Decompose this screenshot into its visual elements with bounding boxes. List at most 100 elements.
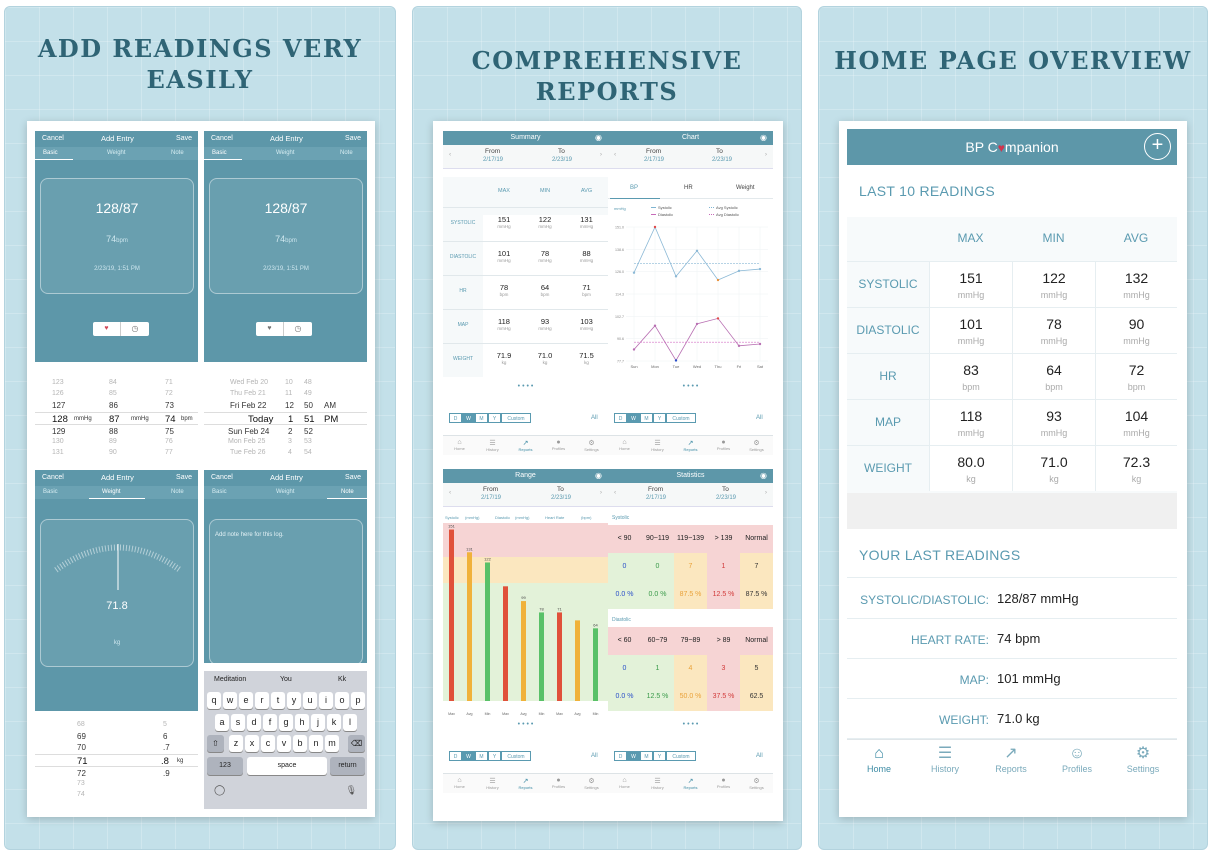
heart-icon[interactable]: ♥ bbox=[93, 322, 121, 336]
home-tab-reports[interactable]: ↗ Reports bbox=[981, 744, 1041, 774]
segment-weight[interactable]: Weight bbox=[107, 150, 126, 156]
key-q[interactable]: q bbox=[207, 692, 221, 709]
key-l[interactable]: l bbox=[343, 714, 357, 731]
home-tab-profiles[interactable]: ☺ Profiles bbox=[1047, 744, 1107, 774]
home-tab-history[interactable]: ☰ History bbox=[915, 744, 975, 774]
save-button[interactable]: Save bbox=[345, 474, 361, 481]
camera-icon[interactable]: ◉ bbox=[760, 471, 767, 480]
add-entry-button[interactable]: + bbox=[1144, 133, 1171, 160]
period-custom-button[interactable]: Custom bbox=[666, 751, 696, 761]
suggestion-2[interactable]: You bbox=[280, 676, 292, 683]
from-date[interactable]: 2/17/19 bbox=[644, 157, 665, 163]
home-tab-home[interactable]: ⌂ Home bbox=[849, 744, 909, 774]
key-w[interactable]: w bbox=[223, 692, 237, 709]
segment-basic[interactable]: Basic bbox=[43, 150, 58, 156]
weight-picker[interactable]: 68 5 69 6 70.7 71 .8 kg 72.9 73 74 bbox=[35, 721, 198, 799]
bp-value-picker[interactable]: 123 84 71 126 85 72 127 86 73 128 mmHg 87 mmHg… bbox=[35, 379, 198, 457]
date-time-picker[interactable]: Wed Feb 20 10 48 Thu Feb 21 11 49 Fri Feb 22… bbox=[204, 379, 367, 457]
key-n[interactable]: n bbox=[309, 735, 323, 752]
key-e[interactable]: e bbox=[239, 692, 253, 709]
tab-history[interactable]: ☰ History bbox=[476, 439, 509, 452]
summary-date-range[interactable]: ‹ From 2/17/19 To 2/23/19 › bbox=[443, 145, 608, 169]
period-m-button[interactable]: M bbox=[475, 751, 488, 761]
segment-basic[interactable]: Basic bbox=[212, 489, 227, 495]
period-custom-button[interactable]: Custom bbox=[501, 413, 531, 423]
segment-weight[interactable]: Weight bbox=[276, 489, 295, 495]
key-y[interactable]: y bbox=[287, 692, 301, 709]
to-date[interactable]: 2/23/19 bbox=[716, 495, 737, 501]
segment-basic[interactable]: Basic bbox=[212, 150, 227, 156]
period-d-button[interactable]: D bbox=[449, 413, 462, 423]
clock-icon[interactable]: ◷ bbox=[294, 324, 302, 333]
tab-reports[interactable]: ↗ Reports bbox=[674, 439, 707, 452]
to-date[interactable]: 2/23/19 bbox=[552, 157, 573, 163]
to-date[interactable]: 2/23/19 bbox=[551, 495, 572, 501]
next-icon[interactable]: › bbox=[599, 151, 602, 158]
globe-icon[interactable]: ◯ bbox=[214, 785, 226, 796]
key-m[interactable]: m bbox=[325, 735, 339, 752]
period-m-button[interactable]: M bbox=[640, 751, 653, 761]
note-textarea[interactable]: Add note here for this log. bbox=[209, 519, 363, 665]
period-y-button[interactable]: Y bbox=[488, 751, 501, 761]
tab-hr[interactable]: HR bbox=[684, 185, 693, 191]
tab-history[interactable]: ☰ History bbox=[641, 439, 674, 452]
key-r[interactable]: r bbox=[255, 692, 269, 709]
tab-history[interactable]: ☰ History bbox=[641, 777, 674, 790]
period-custom-button[interactable]: Custom bbox=[501, 751, 531, 761]
period-d-button[interactable]: D bbox=[614, 413, 627, 423]
numbers-key[interactable]: 123 bbox=[207, 757, 243, 775]
tab-home[interactable]: ⌂ Home bbox=[443, 439, 476, 451]
period-w-button[interactable]: W bbox=[627, 413, 640, 423]
key-h[interactable]: h bbox=[295, 714, 309, 731]
key-u[interactable]: u bbox=[303, 692, 317, 709]
next-icon[interactable]: › bbox=[599, 489, 602, 496]
period-w-button[interactable]: W bbox=[462, 413, 475, 423]
key-b[interactable]: b bbox=[293, 735, 307, 752]
save-button[interactable]: Save bbox=[345, 135, 361, 142]
tab-bp[interactable]: BP bbox=[630, 185, 639, 191]
key-a[interactable]: a bbox=[215, 714, 229, 731]
tab-settings[interactable]: ⚙ Settings bbox=[740, 439, 773, 452]
key-g[interactable]: g bbox=[279, 714, 293, 731]
previous-icon[interactable]: ‹ bbox=[449, 151, 452, 158]
camera-icon[interactable]: ◉ bbox=[760, 133, 767, 142]
from-date[interactable]: 2/17/19 bbox=[481, 495, 502, 501]
period-custom-button[interactable]: Custom bbox=[666, 413, 696, 423]
key-d[interactable]: d bbox=[247, 714, 261, 731]
tab-profiles[interactable]: ● Profiles bbox=[707, 777, 740, 789]
key-i[interactable]: i bbox=[319, 692, 333, 709]
microphone-icon[interactable]: 🎙 bbox=[345, 785, 357, 795]
save-button[interactable]: Save bbox=[176, 135, 192, 142]
chart-date-range[interactable]: ‹ From 2/17/19 To 2/23/19 › bbox=[608, 145, 773, 169]
previous-icon[interactable]: ‹ bbox=[614, 489, 617, 496]
key-x[interactable]: x bbox=[245, 735, 259, 752]
to-date[interactable]: 2/23/19 bbox=[712, 157, 733, 163]
period-w-button[interactable]: W bbox=[627, 751, 640, 761]
tab-home[interactable]: ⌂ Home bbox=[443, 777, 476, 789]
range-date-range[interactable]: ‹ From 2/17/19 To 2/23/19 › bbox=[443, 483, 608, 507]
period-m-button[interactable]: M bbox=[640, 413, 653, 423]
tab-history[interactable]: ☰ History bbox=[476, 777, 509, 790]
camera-icon[interactable]: ◉ bbox=[595, 133, 602, 142]
segment-note[interactable]: Note bbox=[171, 489, 184, 495]
tab-settings[interactable]: ⚙ Settings bbox=[740, 777, 773, 790]
cancel-button[interactable]: Cancel bbox=[211, 135, 233, 142]
key-k[interactable]: k bbox=[327, 714, 341, 731]
key-s[interactable]: s bbox=[231, 714, 245, 731]
space-key[interactable]: space bbox=[247, 757, 327, 775]
bp-reading-card[interactable]: 128/87 74bpm 2/23/19, 1:51 PM bbox=[40, 178, 194, 294]
previous-icon[interactable]: ‹ bbox=[614, 151, 617, 158]
key-j[interactable]: j bbox=[311, 714, 325, 731]
period-w-button[interactable]: W bbox=[462, 751, 475, 761]
segment-basic[interactable]: Basic bbox=[43, 489, 58, 495]
period-d-button[interactable]: D bbox=[614, 751, 627, 761]
segment-note[interactable]: Note bbox=[340, 150, 353, 156]
all-filter[interactable]: All bbox=[756, 415, 763, 421]
tab-weight[interactable]: Weight bbox=[736, 185, 755, 191]
return-key[interactable]: return bbox=[330, 757, 365, 775]
clock-icon[interactable]: ◷ bbox=[131, 324, 139, 333]
key-v[interactable]: v bbox=[277, 735, 291, 752]
from-date[interactable]: 2/17/19 bbox=[646, 495, 667, 501]
segment-note[interactable]: Note bbox=[341, 489, 354, 495]
suggestion-1[interactable]: Meditation bbox=[214, 676, 247, 683]
